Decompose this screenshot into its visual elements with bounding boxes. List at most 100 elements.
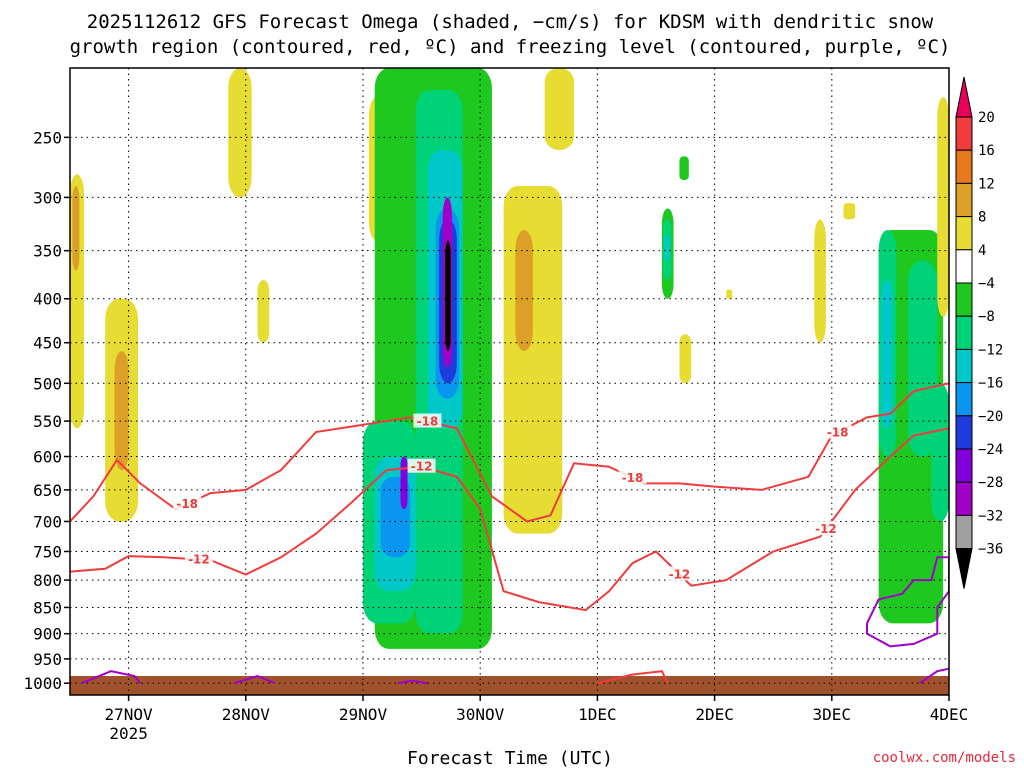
chart-title-line1: 2025112612 GFS Forecast Omega (shaded, −… (87, 11, 934, 33)
dgz-contour-label-1-0: -12 (188, 552, 210, 566)
dgz-contour-1 (70, 427, 949, 612)
colorbar-label-5: −4 (978, 276, 995, 292)
dgz-label-bg-0-2 (618, 469, 647, 484)
y-tick-label-750: 750 (33, 542, 62, 561)
omega-region-28 (843, 202, 856, 220)
colorbar-box-4 (955, 249, 973, 284)
omega-region-25 (679, 334, 692, 384)
freezing-contour-0 (81, 670, 142, 685)
dgz-contour-label-1-3: -12 (815, 522, 837, 536)
chart-title-line2: growth region (contoured, red, ºC) and f… (70, 36, 951, 58)
freezing-contour-4 (919, 667, 949, 685)
omega-region-34 (937, 97, 949, 317)
omega-region-20 (544, 68, 574, 151)
omega-region-27 (814, 219, 826, 343)
colorbar-label-9: −20 (978, 409, 1003, 425)
y-tick-label-350: 350 (33, 242, 62, 261)
dgz-contour-label-0-1: -18 (417, 415, 439, 429)
colorbar-label-6: −8 (978, 309, 995, 325)
colorbar-label-13: −36 (978, 542, 1003, 558)
colorbar-label-3: 8 (978, 210, 986, 226)
colorbar-box-1 (955, 149, 973, 184)
colorbar-box-11 (955, 481, 973, 516)
y-tick-label-900: 900 (33, 625, 62, 644)
y-tick-label-1000: 1000 (23, 674, 62, 693)
omega-region-33 (931, 383, 949, 522)
colorbar-box-6 (955, 315, 973, 350)
x-axis-label: Forecast Time (UTC) (407, 748, 613, 768)
dgz-label-bg-1-0 (184, 551, 213, 566)
credit-text: coolwx.com/models (873, 750, 1016, 766)
colorbar-label-1: 16 (978, 143, 995, 159)
x-tick-label-7: 4DEC (930, 705, 969, 724)
omega-region-31 (907, 260, 938, 457)
colorbar-bottom-triangle (955, 548, 973, 589)
dgz-label-bg-0-0 (173, 495, 202, 510)
omega-region-24 (679, 156, 689, 181)
dgz-contour-label-1-1: -12 (411, 460, 433, 474)
colorbar-label-11: −28 (978, 475, 1003, 491)
colorbar-label-10: −24 (978, 442, 1003, 458)
y-tick-label-450: 450 (33, 334, 62, 353)
y-tick-label-500: 500 (33, 374, 62, 393)
colorbar-label-0: 20 (978, 110, 995, 126)
y-tick-label-850: 850 (33, 598, 62, 617)
dgz-label-bg-1-2 (665, 566, 694, 581)
colorbar-box-10 (955, 448, 973, 483)
colorbar-box-12 (955, 514, 973, 550)
dgz-label-bg-1-3 (811, 521, 840, 536)
x-tick-label-6: 3DEC (813, 705, 852, 724)
omega-region-4 (228, 68, 252, 198)
y-tick-label-950: 950 (33, 650, 62, 669)
omega-region-17 (445, 240, 451, 352)
omega-region-23 (664, 235, 671, 261)
plot-frame (69, 67, 950, 696)
dgz-label-bg-0-3 (823, 424, 852, 439)
omega-region-5 (257, 280, 270, 343)
x-tick-label-4: 1DEC (578, 705, 617, 724)
freezing-contour-1 (233, 674, 276, 685)
x-tick-label-1: 28NOV (222, 705, 271, 724)
ground-fill (70, 675, 949, 695)
x-tick-label-2: 29NOV (339, 705, 388, 724)
freezing-contour-2 (398, 679, 428, 685)
y-tick-label-650: 650 (33, 481, 62, 500)
omega-region-18 (503, 185, 563, 534)
y-tick-label-600: 600 (33, 448, 62, 467)
omega-region-26 (726, 289, 733, 299)
grid-lines (70, 68, 949, 695)
colorbar-label-12: −32 (978, 508, 1003, 524)
dgz-contour-2 (597, 670, 669, 685)
x-tick-sublabel-year: 2025 (109, 724, 148, 743)
omega-region-15 (400, 456, 408, 510)
colorbar-box-8 (955, 382, 973, 417)
x-tick-label-3: 30NOV (456, 705, 505, 724)
colorbar-label-8: −16 (978, 376, 1003, 392)
colorbar-label-2: 12 (978, 176, 995, 192)
x-tick-label-5: 2DEC (695, 705, 734, 724)
colorbar-box-7 (955, 348, 973, 384)
colorbar: 20 16 12 8 4 −4 −8 −12 −16 −20 −24 −28 −32 −36 (955, 76, 1003, 589)
dgz-label-bg-0-1 (413, 413, 442, 428)
colorbar-label-4: 4 (978, 243, 986, 259)
colorbar-box-9 (955, 415, 973, 450)
dgz-contour-label-0-2: -18 (622, 471, 644, 485)
dgz-label-bg-1-1 (407, 458, 436, 473)
colorbar-box-5 (955, 282, 973, 317)
omega-region-32 (881, 280, 893, 429)
colorbar-box-0 (955, 116, 973, 151)
omega-region-3 (114, 351, 129, 471)
y-tick-label-800: 800 (33, 571, 62, 590)
freezing-contour-3 (866, 556, 949, 648)
y-tick-label-300: 300 (33, 188, 62, 207)
y-tick-label-400: 400 (33, 290, 62, 309)
colorbar-box-3 (955, 216, 973, 251)
x-tick-label-0: 27NOV (105, 705, 154, 724)
contours: -18 -18 -18 -18 -12 -12 -12 -12 (70, 382, 949, 685)
dgz-contour-label-0-3: -18 (827, 426, 849, 440)
omega-region-1 (72, 185, 80, 271)
y-tick-label-250: 250 (33, 128, 62, 147)
y-axis: 250 300 350 400 450 500 550 600 650 700 750 800 850 9… (23, 128, 70, 693)
